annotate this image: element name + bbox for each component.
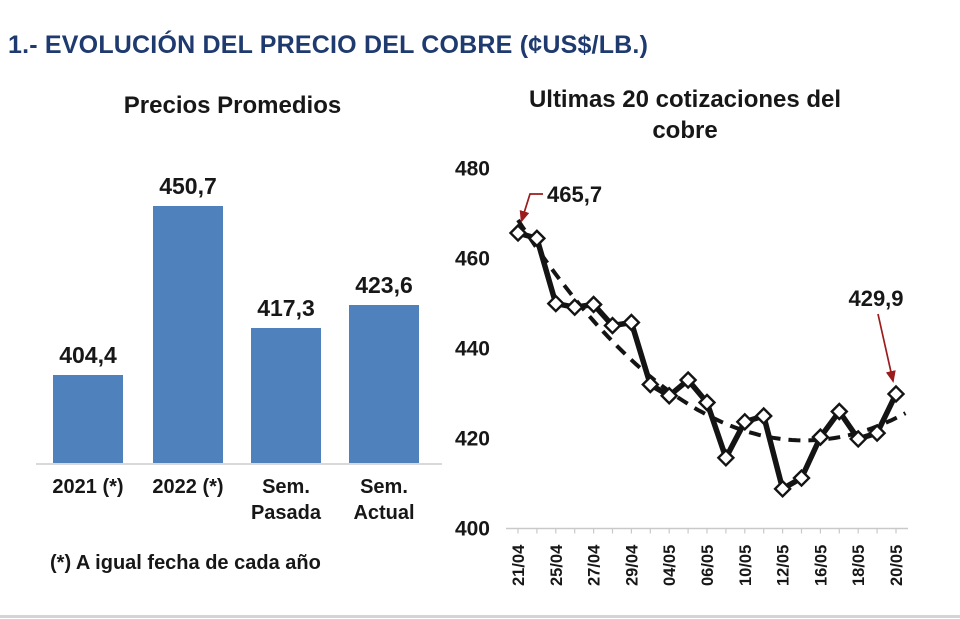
diamond-marker (622, 313, 641, 332)
annotation-label: 429,9 (848, 286, 903, 311)
page-title: 1.- EVOLUCIÓN DEL PRECIO DEL COBRE (¢US$… (8, 30, 649, 59)
bar-Sem. Actual (349, 304, 419, 464)
x-tick-label: 27/04 (586, 544, 604, 586)
diamond-marker (716, 448, 736, 468)
y-tick-label: 400 (455, 517, 490, 540)
annotation-arrow (877, 313, 896, 383)
line-chart-title-line2: cobre (652, 117, 718, 144)
bar-value-label: 404,4 (59, 342, 117, 368)
bottom-divider (0, 615, 960, 618)
diamond-marker (678, 370, 698, 390)
diamond-marker (603, 316, 622, 335)
y-tick-label: 480 (455, 158, 490, 181)
bar-2022 (*) (153, 206, 223, 464)
bar-category-label: Sem. Pasada (250, 476, 322, 524)
x-tick-label: 06/05 (699, 545, 717, 586)
x-tick-label: 12/05 (775, 545, 793, 586)
y-tick-label: 420 (455, 428, 490, 451)
diamond-marker (735, 412, 754, 432)
x-tick-label: 04/05 (661, 545, 679, 586)
diamond-marker (546, 294, 565, 313)
diamond-marker (886, 384, 906, 404)
x-tick-label: 16/05 (812, 545, 830, 586)
bar-2021 (*) (53, 375, 123, 464)
diamond-marker (792, 468, 811, 488)
diamond-marker (508, 223, 528, 243)
line-chart-title: Ultimas 20 cotizaciones del cobre (470, 84, 900, 146)
diamond-marker (830, 402, 849, 421)
diamond-marker (867, 423, 887, 443)
diamond-marker (754, 406, 773, 426)
bar-Sem. Pasada (251, 327, 321, 464)
bar-x-axis-line (36, 463, 442, 465)
bar-category-label: 2022 (*) (152, 476, 224, 498)
diamond-marker (527, 229, 547, 248)
x-tick-label: 18/05 (850, 545, 868, 586)
footnote: (*) A igual fecha de cada año (50, 552, 321, 574)
bar-value-label: 423,6 (355, 271, 413, 298)
x-tick-label: 29/04 (623, 544, 641, 586)
x-tick-label: 20/05 (888, 545, 906, 586)
diamond-marker (641, 375, 660, 394)
annotation-arrow (519, 193, 543, 223)
y-tick-label: 440 (455, 338, 490, 361)
line-chart-title-line1: Ultimas 20 cotizaciones del (528, 86, 842, 113)
bar-value-label: 450,7 (159, 173, 217, 200)
x-tick-label: 21/04 (510, 544, 528, 586)
bar-chart-title: Precios Promedios (123, 92, 342, 119)
x-tick-label: 10/05 (737, 545, 755, 586)
y-tick-label: 460 (455, 248, 490, 271)
price-series-line (515, 230, 899, 492)
x-tick-label: 25/04 (548, 544, 566, 586)
diamond-marker (849, 429, 868, 449)
annotation-label: 465,7 (547, 182, 602, 207)
diamond-marker (697, 393, 717, 412)
bar-category-label: Sem. Actual (353, 476, 415, 524)
trendline-dashed (516, 218, 907, 443)
diamond-marker (811, 427, 830, 447)
diamond-marker (565, 297, 584, 317)
diamond-marker (773, 479, 792, 499)
diamond-marker (584, 295, 603, 314)
bar-value-label: 417,3 (257, 294, 315, 321)
diamond-marker (660, 386, 679, 405)
bar-category-label: 2021 (*) (52, 476, 124, 498)
